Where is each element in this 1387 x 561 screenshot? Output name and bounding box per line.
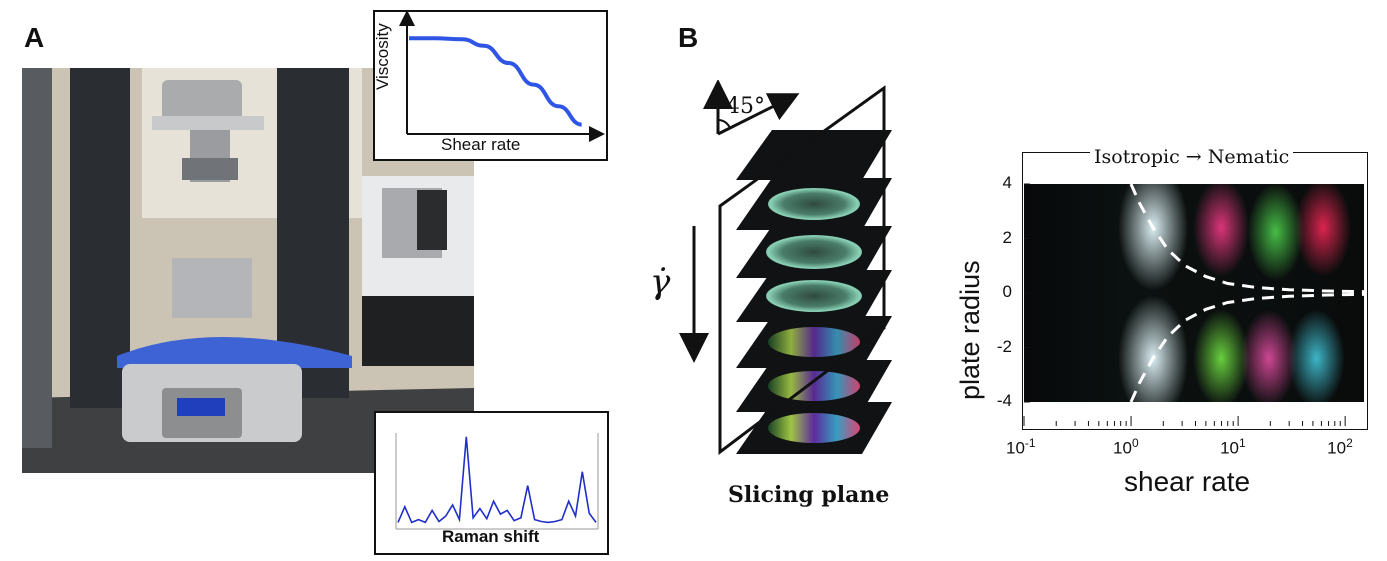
x-tick-base: 10 (1220, 438, 1240, 458)
x-tick-exponent: 2 (1346, 436, 1353, 450)
slicing-plane-outline (718, 85, 886, 456)
viscosity-inset: Viscosity Shear rate (373, 10, 608, 161)
x-tick-exponent: 1 (1239, 436, 1246, 450)
slice-stack-diagram (679, 80, 892, 456)
panel-a-label: A (24, 22, 45, 53)
angle-arc (717, 119, 731, 129)
x-tick-label: 101 (1220, 436, 1246, 459)
phase-boundary-upper (1129, 183, 1365, 294)
x-tick-label: 10-1 (1006, 436, 1036, 459)
raman-plot (395, 433, 599, 530)
viscosity-curve (409, 36, 583, 127)
heatmap-image (1024, 184, 1364, 402)
panel-b-label: B (678, 22, 699, 53)
x-tick-base: 10 (1113, 438, 1132, 458)
raman-spectrum (397, 436, 597, 524)
x-tick-marks (1023, 416, 1346, 426)
slicing-plane-label: Slicing plane (728, 482, 890, 508)
y-tick-label: -4 (996, 391, 1012, 410)
heatmap-ylabel: plate radius (955, 260, 985, 400)
viscosity-plot (399, 12, 605, 142)
y-tick-label: 2 (1002, 227, 1012, 247)
viscosity-ylabel: Viscosity (373, 23, 392, 90)
x-tick-label: 100 (1113, 436, 1139, 459)
x-tick-base: 10 (1006, 438, 1025, 458)
y-tick-marks (1024, 183, 1030, 403)
heatmap-overlay (1023, 183, 1365, 426)
heatmap-title: Isotropic → Nematic (1090, 146, 1294, 168)
x-tick-base: 10 (1327, 438, 1347, 458)
slice-sheets (736, 130, 892, 454)
x-tick-exponent: -1 (1024, 436, 1036, 450)
y-tick-label: -2 (996, 336, 1012, 356)
angle-label: 45° (726, 94, 765, 119)
raman-xlabel: Raman shift (442, 527, 540, 546)
x-tick-exponent: 0 (1131, 436, 1139, 450)
y-tick-label: 0 (1002, 282, 1012, 301)
raman-inset: Raman shift (374, 411, 609, 555)
heatmap-xlabel: shear rate (1124, 466, 1251, 497)
viscosity-xlabel: Shear rate (441, 135, 521, 154)
phase-boundary-lower (1129, 292, 1365, 403)
gamma-dot-symbol: γ̇ (650, 262, 671, 302)
x-tick-label: 102 (1327, 436, 1353, 459)
y-tick-label: 4 (1002, 173, 1012, 192)
